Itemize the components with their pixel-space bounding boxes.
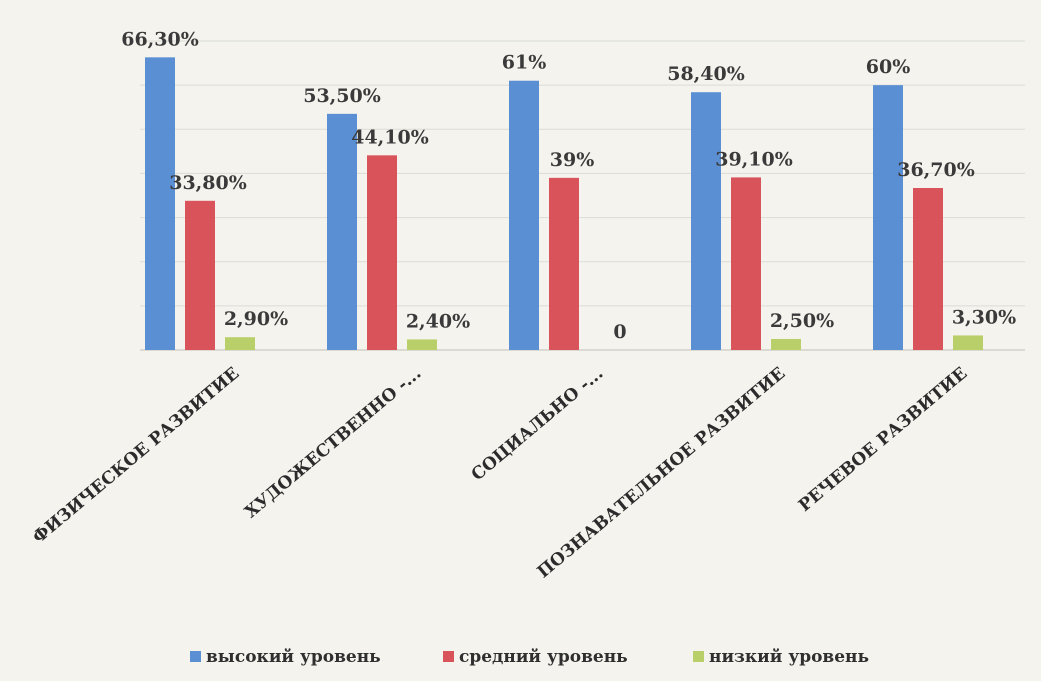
category-label: РЕЧЕВОЕ РАЗВИТИЕ bbox=[795, 363, 971, 515]
legend-label: средний уровень bbox=[459, 647, 628, 667]
bar bbox=[549, 177, 579, 350]
data-label: 39% bbox=[550, 149, 595, 171]
data-label: 2,50% bbox=[770, 310, 834, 332]
category-label: ФИЗИЧЕСКОЕ РАЗВИТИЕ bbox=[29, 363, 243, 547]
bar bbox=[731, 177, 761, 350]
data-label: 0 bbox=[613, 321, 626, 343]
legend-swatch bbox=[693, 651, 704, 662]
data-label: 2,40% bbox=[406, 310, 470, 332]
data-label: 44,10% bbox=[351, 126, 429, 148]
bar bbox=[185, 200, 215, 350]
bar bbox=[953, 335, 983, 350]
data-label: 61% bbox=[502, 52, 547, 74]
bar bbox=[145, 57, 175, 350]
bar bbox=[771, 338, 801, 350]
data-label: 36,70% bbox=[897, 159, 975, 181]
bar bbox=[509, 80, 539, 350]
data-label: 53,50% bbox=[303, 85, 381, 107]
data-label: 3,30% bbox=[952, 306, 1016, 328]
bar bbox=[691, 92, 721, 350]
legend-swatch bbox=[443, 651, 454, 662]
data-label: 66,30% bbox=[121, 28, 199, 50]
legend-label: низкий уровень bbox=[709, 647, 869, 667]
bar bbox=[225, 337, 255, 350]
category-label: ХУДОЖЕСТВЕННО -... bbox=[241, 364, 425, 523]
bar bbox=[913, 187, 943, 350]
bar bbox=[873, 85, 903, 351]
category-label: СОЦИАЛЬНО -... bbox=[468, 364, 608, 486]
data-label: 39,10% bbox=[715, 148, 793, 170]
bar bbox=[407, 339, 437, 350]
data-label: 33,80% bbox=[169, 172, 247, 194]
legend-swatch bbox=[190, 651, 201, 662]
data-label: 2,90% bbox=[224, 308, 288, 330]
data-label: 58,40% bbox=[667, 63, 745, 85]
legend-label: высокий уровень bbox=[206, 647, 381, 667]
bar bbox=[367, 155, 397, 350]
bar bbox=[327, 113, 357, 350]
data-label: 60% bbox=[866, 56, 911, 78]
